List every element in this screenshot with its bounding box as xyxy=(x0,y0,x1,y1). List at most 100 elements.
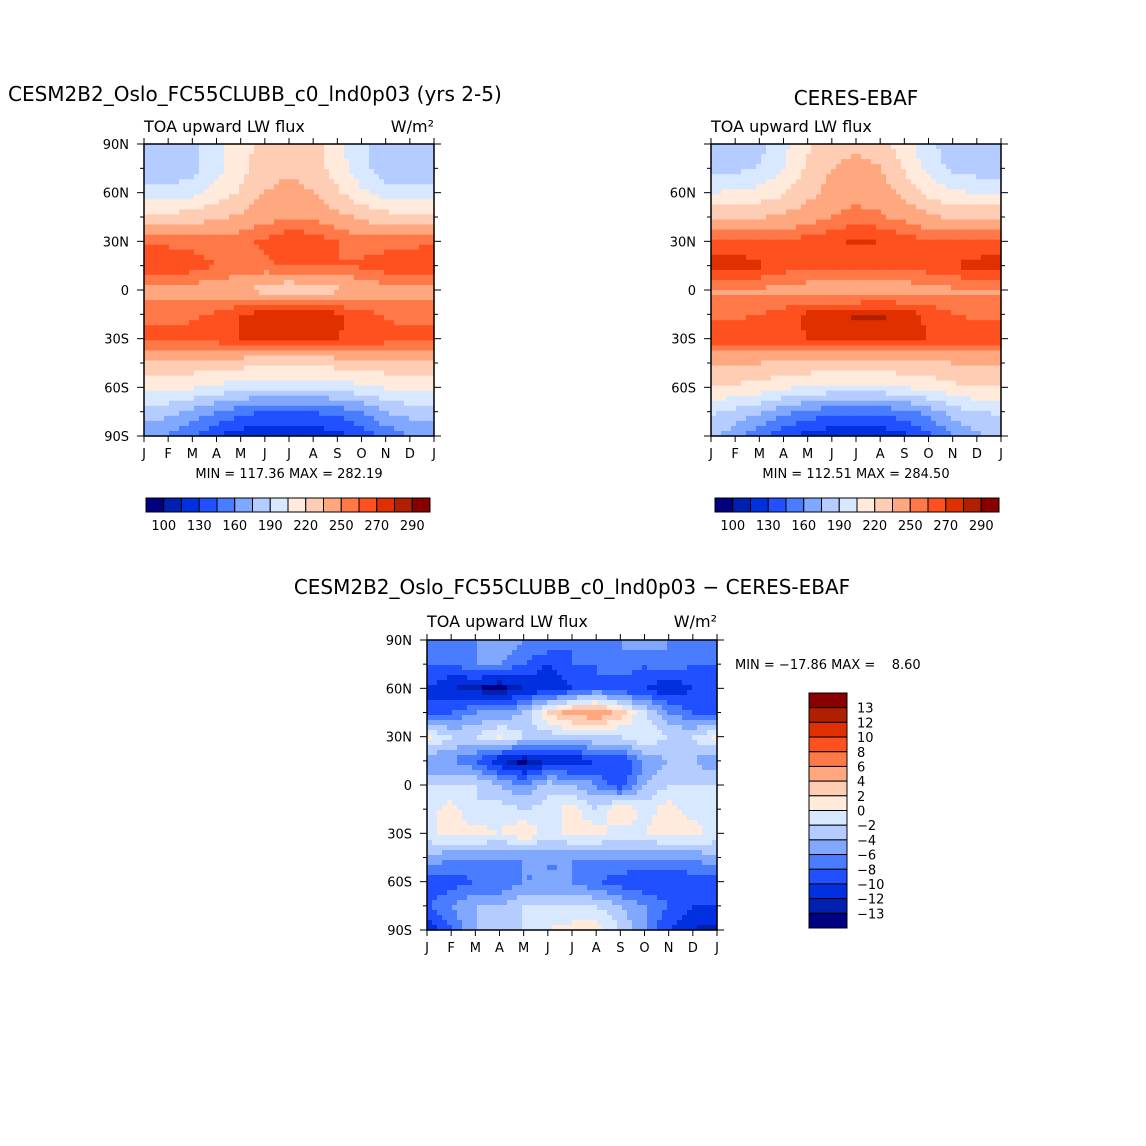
contour-cell xyxy=(746,169,752,175)
contour-cell xyxy=(309,284,315,291)
contour-cell xyxy=(364,239,370,246)
contour-cell xyxy=(324,305,330,311)
contour-cell xyxy=(309,340,315,346)
contour-cell xyxy=(404,204,410,211)
contour-cell xyxy=(274,284,280,291)
contour-cell xyxy=(249,179,255,185)
contour-cell xyxy=(214,254,220,261)
contour-cell xyxy=(244,169,250,175)
contour-cell xyxy=(294,244,300,251)
contour-cell xyxy=(154,234,160,241)
contour-cell xyxy=(976,164,982,170)
contour-cell xyxy=(194,159,200,165)
contour-cell xyxy=(966,164,972,170)
contour-cell xyxy=(429,295,435,301)
contour-cell xyxy=(409,370,415,377)
contour-cell xyxy=(329,149,335,155)
contour-cell xyxy=(189,365,195,372)
contour-cell xyxy=(429,405,435,412)
contour-cell xyxy=(159,325,165,331)
contour-cell xyxy=(364,320,370,326)
contour-cell xyxy=(931,154,937,160)
contour-cell xyxy=(419,425,425,432)
contour-cell xyxy=(911,209,917,216)
contour-cell xyxy=(229,310,235,316)
contour-cell xyxy=(424,209,430,216)
contour-cell xyxy=(726,194,732,200)
contour-cell xyxy=(239,204,245,211)
contour-cell xyxy=(324,335,330,341)
contour-cell xyxy=(344,425,350,432)
contour-cell xyxy=(951,264,957,271)
contour-cell xyxy=(204,290,210,296)
contour-cell xyxy=(996,229,1002,236)
contour-cell xyxy=(194,315,200,321)
contour-cell xyxy=(379,184,385,190)
contour-cell xyxy=(179,420,185,427)
contour-cell xyxy=(766,274,772,281)
contour-cell xyxy=(304,274,310,281)
contour-cell xyxy=(826,174,832,180)
contour-cell xyxy=(364,169,370,175)
contour-cell xyxy=(399,144,405,150)
contour-cell xyxy=(324,340,330,346)
contour-cell xyxy=(284,350,290,357)
contour-cell xyxy=(746,149,752,155)
contour-cell xyxy=(364,295,370,301)
contour-cell xyxy=(374,154,380,160)
contour-cell xyxy=(234,330,240,336)
contour-cell xyxy=(169,415,175,422)
contour-cell xyxy=(791,179,797,185)
contour-cell xyxy=(746,194,752,200)
contour-cell xyxy=(194,149,200,155)
contour-cell xyxy=(219,204,225,211)
contour-cell xyxy=(194,164,200,170)
contour-cell xyxy=(209,360,215,367)
contour-cell xyxy=(414,269,420,276)
contour-cell xyxy=(891,269,897,276)
contour-cell xyxy=(159,269,165,276)
contour-cell xyxy=(264,340,270,346)
contour-cell xyxy=(159,249,165,256)
contour-cell xyxy=(169,330,175,336)
contour-cell xyxy=(154,184,160,190)
contour-cell xyxy=(304,370,310,377)
contour-cell xyxy=(394,209,400,216)
contour-cell xyxy=(389,194,395,200)
contour-cell xyxy=(941,174,947,180)
contour-cell xyxy=(791,194,797,200)
contour-cell xyxy=(314,279,320,286)
contour-cell xyxy=(229,219,235,226)
contour-cell xyxy=(951,229,957,236)
contour-cell xyxy=(961,179,967,185)
contour-cell xyxy=(249,259,255,266)
contour-cell xyxy=(259,315,265,321)
contour-cell xyxy=(149,300,155,306)
contour-cell xyxy=(736,249,742,256)
contour-cell xyxy=(409,279,415,286)
contour-cell xyxy=(354,259,360,266)
contour-cell xyxy=(811,249,817,256)
contour-cell xyxy=(761,159,767,165)
contour-cell xyxy=(199,204,205,211)
contour-cell xyxy=(791,269,797,276)
contour-cell xyxy=(309,335,315,341)
contour-cell xyxy=(389,390,395,397)
contour-cell xyxy=(339,365,345,372)
contour-cell xyxy=(214,350,220,357)
contour-cell xyxy=(901,159,907,165)
contour-cell xyxy=(299,174,305,180)
contour-cell xyxy=(936,249,942,256)
contour-cell xyxy=(856,249,862,256)
contour-cell xyxy=(169,264,175,271)
contour-cell xyxy=(871,184,877,190)
contour-cell xyxy=(319,214,325,221)
contour-cell xyxy=(716,169,722,175)
contour-cell xyxy=(199,405,205,412)
contour-cell xyxy=(314,430,320,437)
contour-cell xyxy=(394,269,400,276)
contour-cell xyxy=(896,249,902,256)
contour-cell xyxy=(239,264,245,271)
contour-cell xyxy=(284,204,290,211)
